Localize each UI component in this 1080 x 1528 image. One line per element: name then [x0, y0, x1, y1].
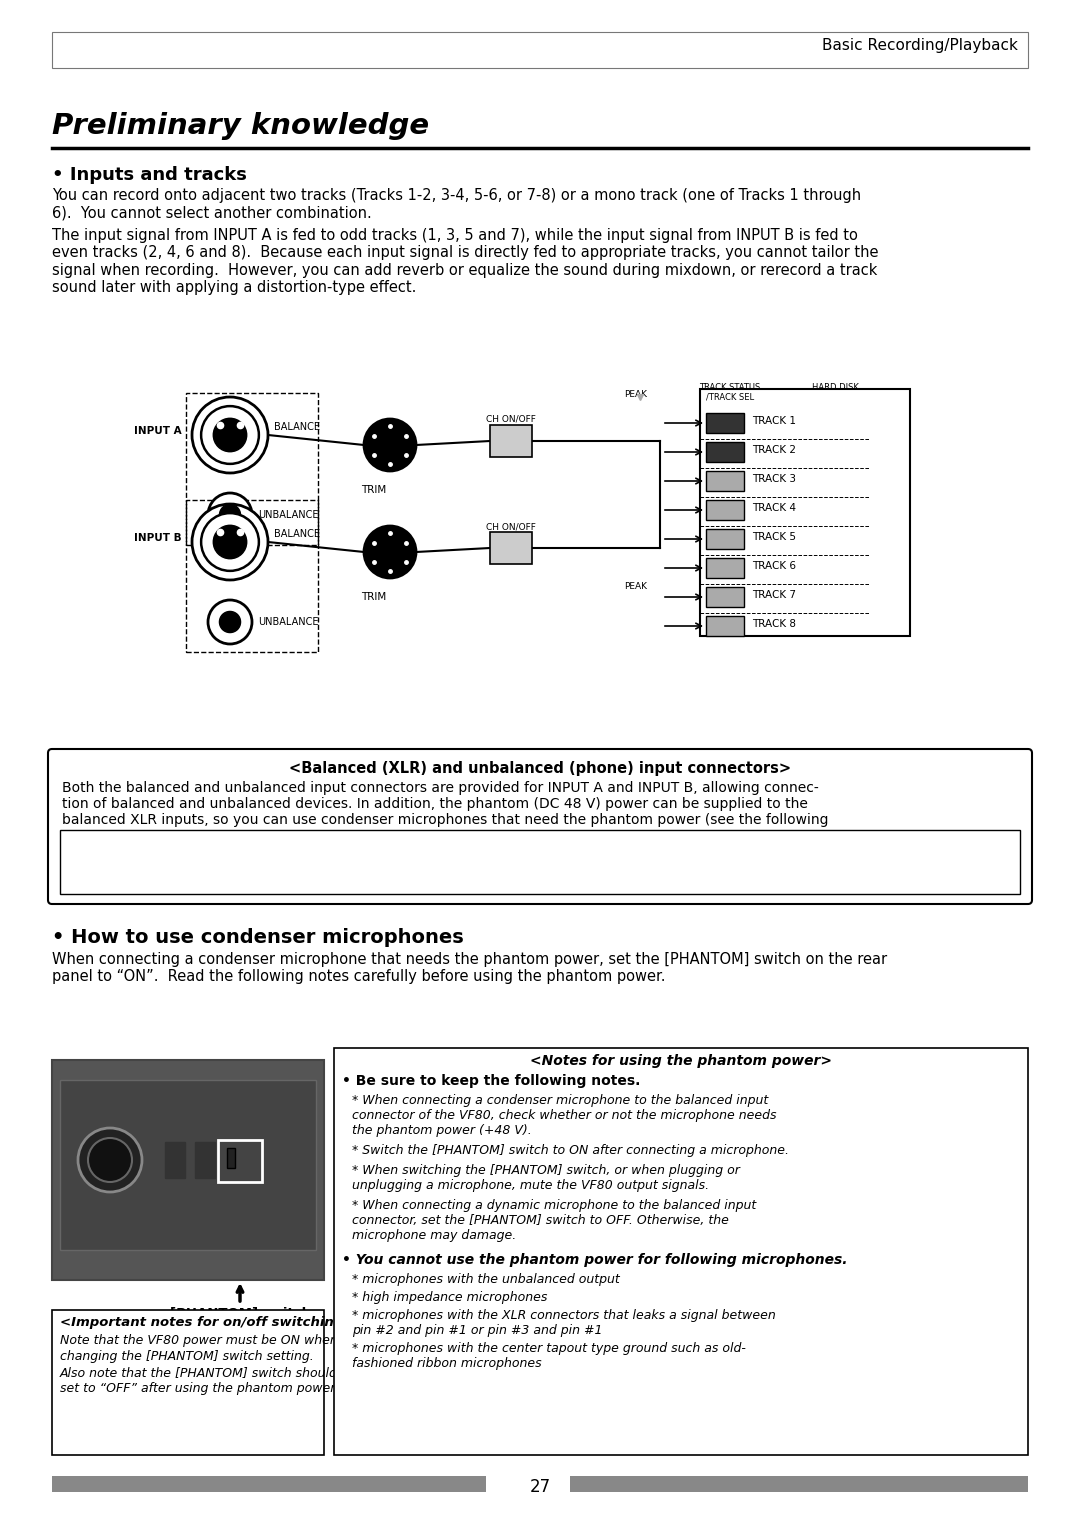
Text: * When switching the [PHANTOM] switch, or when plugging or
unplugging a micropho: * When switching the [PHANTOM] switch, o… — [352, 1164, 740, 1192]
Text: CH ON/OFF: CH ON/OFF — [486, 523, 536, 532]
Text: Both the balanced and unbalanced input connectors are provided for INPUT A and I: Both the balanced and unbalanced input c… — [62, 781, 828, 843]
FancyBboxPatch shape — [490, 425, 532, 457]
FancyBboxPatch shape — [60, 1080, 316, 1250]
Text: • How to use condenser microphones: • How to use condenser microphones — [52, 927, 463, 947]
FancyBboxPatch shape — [706, 471, 744, 490]
Circle shape — [219, 611, 241, 633]
FancyBboxPatch shape — [52, 32, 1028, 69]
FancyBboxPatch shape — [706, 529, 744, 549]
Text: set to “OFF” after using the phantom power.: set to “OFF” after using the phantom pow… — [60, 1381, 338, 1395]
Text: TRIM: TRIM — [362, 591, 387, 602]
Text: You cannot use both the balanced and unbalanced inputs simultaneously.: You cannot use both the balanced and unb… — [68, 853, 528, 865]
Text: <Note>: <Note> — [68, 836, 126, 850]
Circle shape — [201, 513, 259, 571]
Circle shape — [213, 419, 246, 452]
Text: Basic Recording/Playback: Basic Recording/Playback — [822, 38, 1018, 53]
Circle shape — [208, 601, 252, 643]
Circle shape — [201, 406, 259, 465]
Text: TRACK 6: TRACK 6 — [752, 561, 796, 571]
Text: * microphones with the XLR connectors that leaks a signal between
pin #2 and pin: * microphones with the XLR connectors th… — [352, 1309, 775, 1337]
Circle shape — [364, 526, 416, 578]
Circle shape — [192, 504, 268, 581]
FancyBboxPatch shape — [195, 1141, 215, 1178]
Circle shape — [213, 526, 246, 559]
FancyBboxPatch shape — [570, 1476, 1028, 1491]
Text: Also note that the [PHANTOM] switch should be: Also note that the [PHANTOM] switch shou… — [60, 1366, 357, 1378]
Text: • You cannot use the phantom power for following microphones.: • You cannot use the phantom power for f… — [342, 1253, 848, 1267]
Text: TRACK 4: TRACK 4 — [752, 503, 796, 513]
Text: <Balanced (XLR) and unbalanced (phone) input connectors>: <Balanced (XLR) and unbalanced (phone) i… — [289, 761, 791, 776]
Text: When connecting a condenser microphone that needs the phantom power, set the [PH: When connecting a condenser microphone t… — [52, 952, 887, 984]
Text: You can record onto adjacent two tracks (Tracks 1-2, 3-4, 5-6, or 7-8) or a mono: You can record onto adjacent two tracks … — [52, 188, 861, 220]
FancyBboxPatch shape — [706, 558, 744, 578]
Text: TRACK 7: TRACK 7 — [752, 590, 796, 601]
Text: INPUT B: INPUT B — [134, 533, 181, 542]
FancyBboxPatch shape — [334, 1048, 1028, 1455]
Text: * Switch the [PHANTOM] switch to ON after connecting a microphone.: * Switch the [PHANTOM] switch to ON afte… — [352, 1144, 789, 1157]
Text: * microphones with the unbalanced output: * microphones with the unbalanced output — [352, 1273, 620, 1287]
FancyBboxPatch shape — [706, 587, 744, 607]
Text: Note that the VF80 power must be ON when: Note that the VF80 power must be ON when — [60, 1334, 338, 1348]
Text: HARD DISK: HARD DISK — [811, 384, 859, 393]
FancyBboxPatch shape — [706, 616, 744, 636]
FancyBboxPatch shape — [706, 442, 744, 461]
Circle shape — [78, 1128, 141, 1192]
Text: INPUT A: INPUT A — [134, 426, 181, 435]
Circle shape — [87, 1138, 132, 1183]
Text: TRACK 3: TRACK 3 — [752, 474, 796, 484]
Text: 27: 27 — [529, 1478, 551, 1496]
FancyBboxPatch shape — [52, 1060, 324, 1280]
FancyBboxPatch shape — [52, 1309, 324, 1455]
Circle shape — [364, 419, 416, 471]
FancyBboxPatch shape — [52, 1476, 486, 1491]
Text: <Notes for using the phantom power>: <Notes for using the phantom power> — [530, 1054, 832, 1068]
FancyBboxPatch shape — [706, 413, 744, 432]
Text: CH ON/OFF: CH ON/OFF — [486, 416, 536, 423]
Text: PEAK: PEAK — [624, 390, 648, 399]
Text: • Inputs and tracks: • Inputs and tracks — [52, 167, 247, 183]
Text: PEAK: PEAK — [624, 582, 648, 591]
Text: * microphones with the center tapout type ground such as old-
fashioned ribbon m: * microphones with the center tapout typ… — [352, 1342, 746, 1371]
Text: TRACK 2: TRACK 2 — [752, 445, 796, 455]
FancyBboxPatch shape — [490, 532, 532, 564]
Text: <Important notes for on/off switching>: <Important notes for on/off switching> — [60, 1316, 354, 1329]
Text: The input signal from INPUT A is fed to odd tracks (1, 3, 5 and 7), while the in: The input signal from INPUT A is fed to … — [52, 228, 878, 295]
FancyBboxPatch shape — [48, 749, 1032, 905]
Text: UNBALANCE: UNBALANCE — [258, 510, 319, 520]
Text: TRACK 5: TRACK 5 — [752, 532, 796, 542]
Text: * When connecting a condenser microphone to the balanced input
connector of the : * When connecting a condenser microphone… — [352, 1094, 777, 1137]
Text: BALANCE: BALANCE — [274, 529, 320, 539]
Text: TRACK 8: TRACK 8 — [752, 619, 796, 630]
FancyBboxPatch shape — [60, 830, 1020, 894]
Text: When plugging the unbalanced (phone) input connector, the balanced (XLR) input c: When plugging the unbalanced (phone) inp… — [68, 868, 753, 882]
Text: UNBALANCE: UNBALANCE — [258, 617, 319, 626]
FancyBboxPatch shape — [165, 1141, 185, 1178]
Text: TRACK 1: TRACK 1 — [752, 416, 796, 426]
Text: /TRACK SEL: /TRACK SEL — [706, 393, 754, 400]
Text: TRIM: TRIM — [362, 484, 387, 495]
Text: Preliminary knowledge: Preliminary knowledge — [52, 112, 429, 141]
Text: [PHANTOM] switch: [PHANTOM] switch — [170, 1306, 311, 1319]
Text: * high impedance microphones: * high impedance microphones — [352, 1291, 548, 1303]
Text: BALANCE: BALANCE — [274, 422, 320, 432]
Text: ON  OFF: ON OFF — [228, 1146, 251, 1151]
Text: PHANTOM: PHANTOM — [222, 1141, 254, 1148]
Text: TRACK STATUS: TRACK STATUS — [700, 384, 760, 393]
Text: • Be sure to keep the following notes.: • Be sure to keep the following notes. — [342, 1074, 640, 1088]
FancyBboxPatch shape — [227, 1148, 235, 1167]
FancyBboxPatch shape — [706, 500, 744, 520]
Circle shape — [208, 494, 252, 536]
Circle shape — [219, 504, 241, 526]
Text: changing the [PHANTOM] switch setting.: changing the [PHANTOM] switch setting. — [60, 1351, 314, 1363]
Text: * When connecting a dynamic microphone to the balanced input
connector, set the : * When connecting a dynamic microphone t… — [352, 1199, 756, 1242]
Circle shape — [192, 397, 268, 474]
